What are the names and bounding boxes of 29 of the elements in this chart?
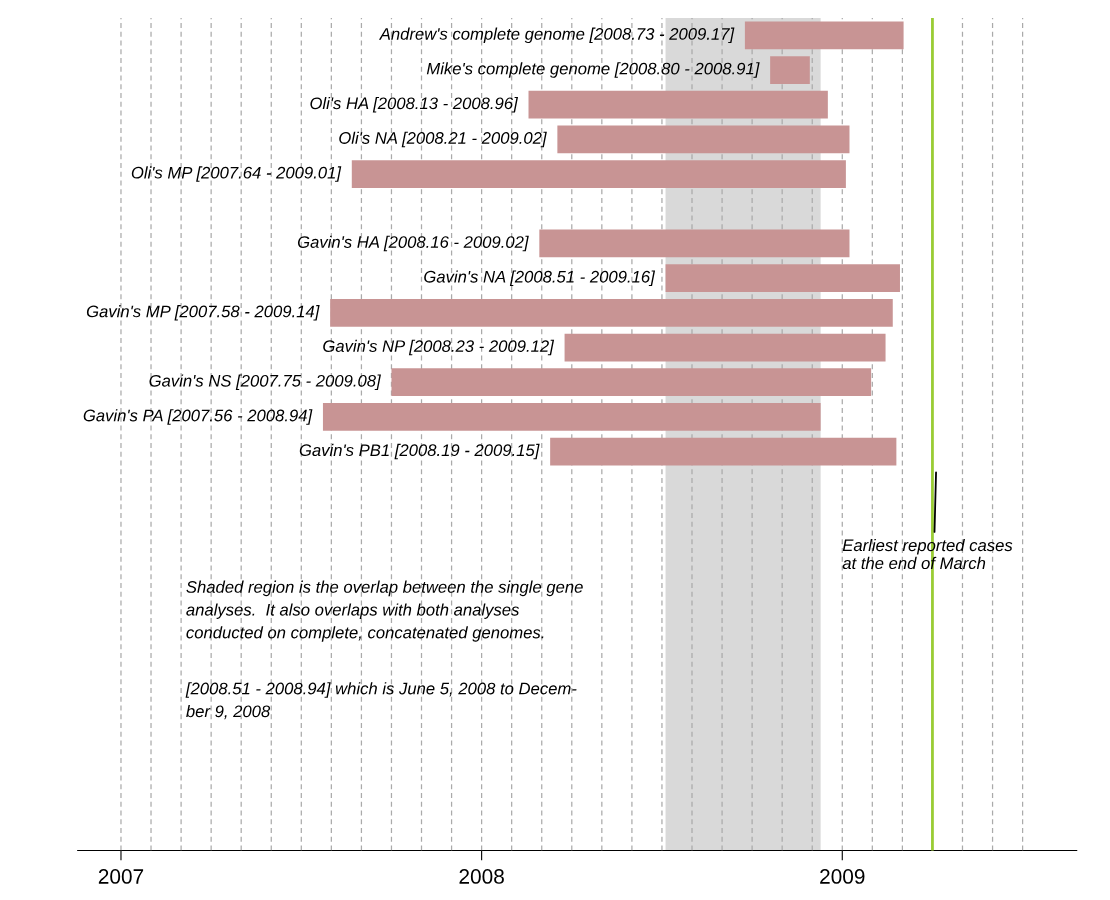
bar bbox=[550, 437, 897, 466]
data-label: Gavin's PB1 [2008.19 - 2009.15] bbox=[299, 443, 540, 460]
bar bbox=[564, 333, 886, 362]
data-label: Andrew's complete genome [2008.73 - 2009.17] bbox=[378, 27, 735, 44]
bar bbox=[744, 21, 904, 50]
x-tick-label: 2007 bbox=[98, 869, 144, 884]
data-label: Gavin's HA [2008.16 - 2009.02] bbox=[297, 235, 529, 252]
data-label: Gavin's NA [2008.51 - 2009.16] bbox=[424, 270, 656, 286]
data-label: Gavin's MP [2007.58 - 2009.14] bbox=[86, 305, 320, 321]
data-label: Oli's HA [2008.13 - 2008.96] bbox=[310, 96, 519, 113]
data-label: Oli's NA [2008.21 - 2009.02] bbox=[339, 131, 547, 148]
bar bbox=[770, 56, 810, 84]
bar bbox=[330, 298, 893, 327]
bar bbox=[351, 160, 846, 188]
bar bbox=[322, 403, 821, 431]
bar bbox=[665, 264, 900, 293]
bar bbox=[557, 125, 850, 154]
data-label: Oli's MP [2007.64 - 2009.01] bbox=[131, 166, 342, 182]
data-label: Gavin's PA [2007.56 - 2008.94] bbox=[83, 409, 313, 425]
bar bbox=[391, 368, 872, 397]
data-label: Gavin's NP [2008.23 - 2009.12] bbox=[323, 339, 555, 356]
annotation: Shaded region is the overlap between the single gene analyses. It also overlaps with both analyses conducted on complete, concatenated genomes. bbox=[186, 580, 583, 642]
x-tick-label: 2008 bbox=[459, 869, 504, 884]
x-tick-label: 2009 bbox=[820, 869, 865, 884]
bar bbox=[528, 90, 828, 119]
bar bbox=[539, 229, 850, 258]
annotation: [2008.51 - 2008.94] which is June 5, 2008 to Decem- ber 9, 2008 bbox=[185, 682, 577, 720]
data-label: Gavin's NS [2007.75 - 2009.08] bbox=[149, 374, 381, 390]
data-label: Mike's complete genome [2008.80 - 2008.91] bbox=[426, 62, 760, 78]
